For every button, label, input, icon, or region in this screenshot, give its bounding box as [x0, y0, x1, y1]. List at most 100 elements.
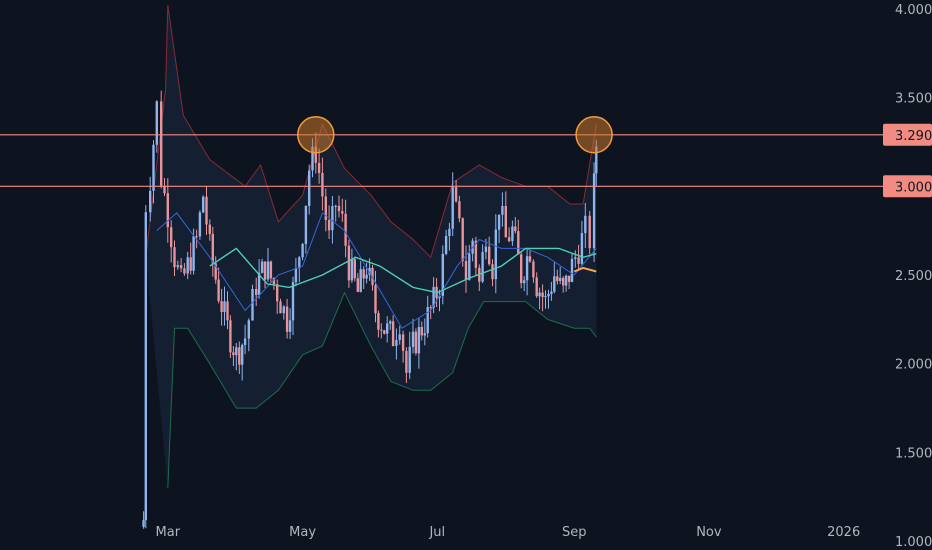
x-axis: Mar May Jul Sep Nov 2026: [156, 525, 861, 540]
candle-body: [260, 261, 264, 273]
candle-body: [564, 275, 568, 286]
y-tick-label: 4.000: [895, 3, 932, 18]
y-tick-label: 1.000: [895, 535, 932, 550]
candle-body: [327, 220, 331, 231]
candle-body: [520, 254, 523, 284]
candle-body: [189, 257, 192, 271]
candle-body: [155, 101, 158, 145]
candle-body: [411, 331, 415, 347]
candle-body: [389, 321, 392, 324]
candle-body: [408, 346, 411, 373]
candle-body: [567, 275, 571, 282]
candle-body: [279, 301, 282, 314]
candle-body: [444, 236, 448, 254]
candle-body: [488, 246, 491, 265]
x-tick-label: Mar: [156, 525, 181, 540]
candle-body: [331, 206, 334, 231]
candle-body: [458, 201, 461, 219]
candle-body: [380, 329, 383, 331]
level-price-label: 3.290: [895, 129, 932, 144]
y-axis: 1.000 1.500 2.000 2.500 3.500 4.000: [895, 3, 932, 550]
band-fill: [145, 5, 597, 488]
candle-body: [166, 193, 169, 228]
candle-body: [251, 289, 254, 321]
x-tick-label: Jul: [428, 525, 445, 540]
candle-body: [504, 206, 507, 238]
candle-body: [468, 253, 471, 280]
candle-body: [423, 333, 426, 336]
candle-body: [550, 291, 553, 294]
candle-body: [176, 265, 179, 268]
candle-body: [525, 256, 529, 281]
candle-body: [420, 327, 423, 336]
candle-body: [350, 259, 354, 281]
highlight-circle[interactable]: [297, 116, 335, 154]
candle-body: [532, 261, 535, 278]
candle-body: [562, 277, 565, 286]
candle-body: [179, 265, 183, 269]
candle-body: [538, 292, 541, 297]
candle-body: [238, 347, 241, 365]
candle-body: [514, 226, 517, 232]
candle-body: [202, 196, 205, 213]
level-price-label: 3.000: [895, 180, 932, 195]
candle-body: [432, 286, 435, 308]
candle-body: [186, 257, 189, 274]
candle-body: [308, 170, 311, 206]
candle-body: [371, 267, 374, 286]
candle-body: [584, 215, 587, 234]
candle-body: [523, 280, 526, 284]
candle-body: [298, 257, 301, 269]
candle-body: [391, 321, 395, 346]
candle-body: [383, 330, 386, 334]
candle-body: [577, 257, 580, 264]
candle-body: [241, 344, 244, 365]
candle-body: [368, 267, 371, 275]
candles: [142, 90, 598, 529]
candle-body: [528, 256, 532, 262]
horizontal-levels[interactable]: 3.290 3.000: [0, 123, 932, 198]
candle-body: [461, 218, 464, 261]
y-tick-label: 3.500: [895, 92, 932, 107]
candle-body: [547, 293, 550, 297]
candle-body: [173, 247, 176, 268]
candle-body: [220, 301, 223, 312]
candle-body: [226, 301, 229, 321]
candle-body: [451, 187, 454, 229]
candle-body: [386, 323, 389, 334]
circle-annotations[interactable]: [297, 116, 613, 154]
candle-body: [377, 313, 380, 330]
candle-body: [497, 214, 501, 230]
candle-body: [294, 268, 298, 283]
candle-body: [142, 520, 145, 527]
candle-body: [359, 269, 362, 292]
candle-body: [588, 215, 591, 249]
ma-blue-line: [156, 212, 597, 329]
highlight-circle[interactable]: [575, 116, 613, 154]
candle-body: [269, 261, 273, 279]
y-tick-label: 2.500: [895, 269, 932, 284]
candle-body: [266, 261, 270, 280]
candle-body: [511, 226, 514, 242]
candle-body: [507, 237, 511, 242]
candle-body: [395, 340, 398, 346]
candle-body: [365, 274, 368, 279]
candle-body: [344, 213, 347, 246]
y-tick-label: 2.000: [895, 358, 932, 373]
candle-body: [401, 334, 405, 351]
lower-band-line: [167, 291, 597, 488]
candle-body: [414, 331, 418, 354]
level-price-label-bg: [883, 123, 932, 146]
candle-body: [301, 244, 304, 258]
moving-averages: [156, 212, 597, 329]
candle-body: [580, 233, 584, 264]
candle-body: [247, 320, 250, 339]
candle-body: [195, 236, 198, 238]
candle-body: [288, 320, 292, 332]
candle-body: [198, 212, 202, 237]
candle-body: [362, 269, 365, 279]
candle-body: [149, 190, 152, 213]
x-tick-label: 2026: [827, 525, 860, 540]
candle-body: [474, 240, 478, 268]
